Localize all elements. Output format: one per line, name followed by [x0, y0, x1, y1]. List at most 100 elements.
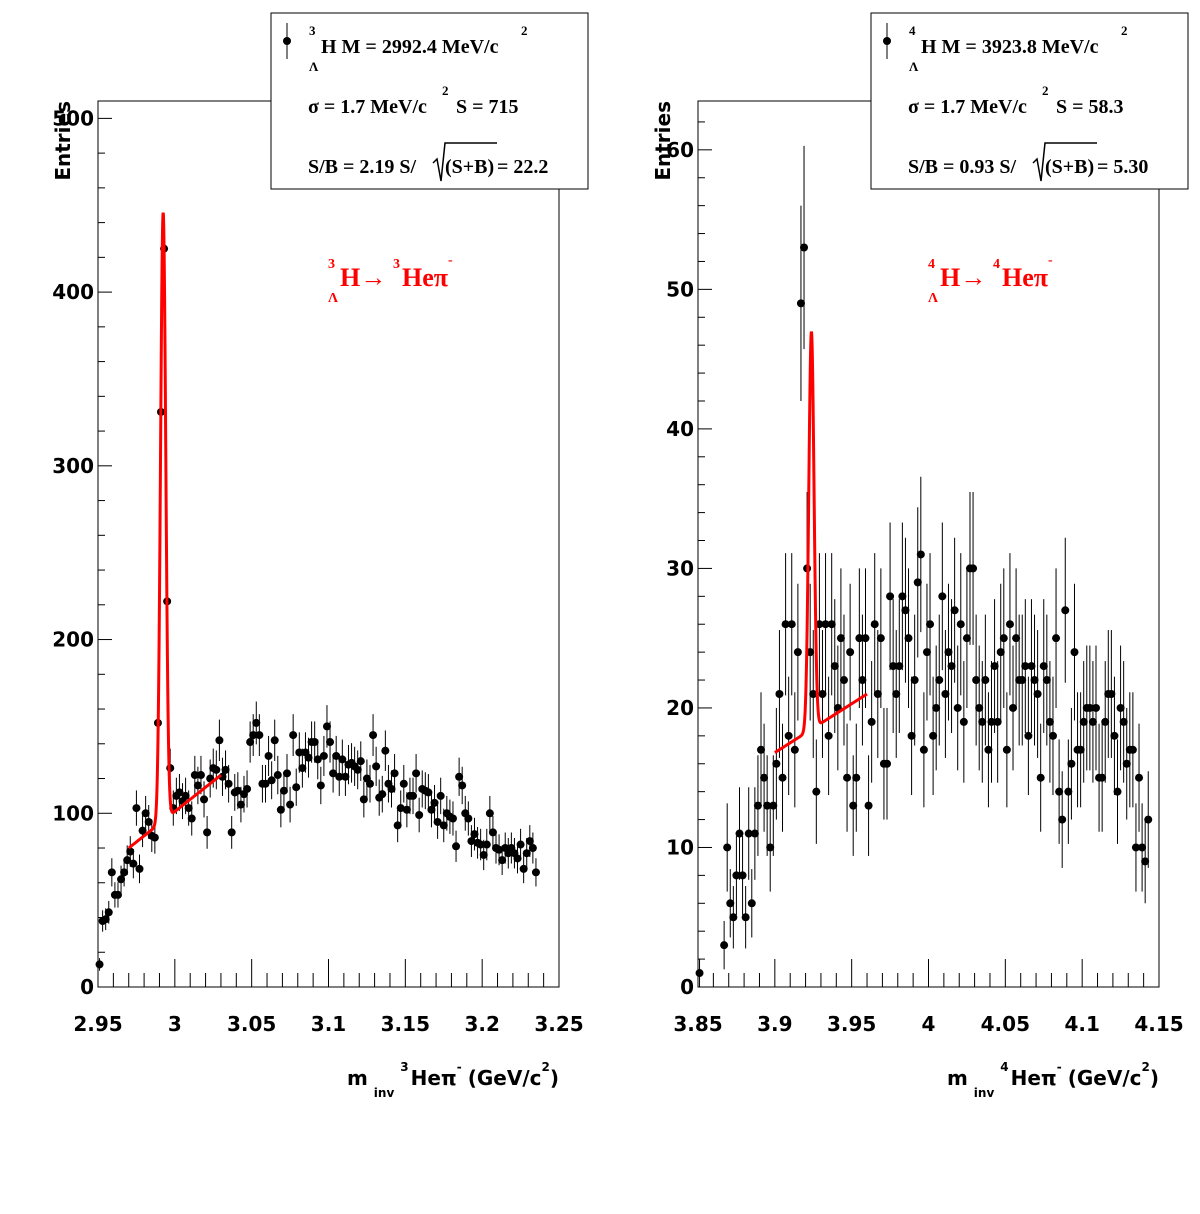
data-marker [221, 765, 230, 774]
annotation-daughter: Heπ [402, 263, 448, 292]
data-point [104, 900, 113, 924]
data-point [932, 645, 941, 771]
data-marker [950, 606, 959, 615]
data-marker [1088, 717, 1097, 726]
data-point [784, 676, 793, 796]
data-marker [495, 845, 504, 854]
data-point [246, 721, 255, 763]
data-point [935, 614, 944, 746]
legend-mass: H M = 2992.4 MeV/c [321, 36, 499, 58]
data-marker [310, 738, 319, 747]
data-marker [732, 871, 741, 880]
data-point [1067, 707, 1076, 820]
data-point [1144, 771, 1153, 868]
legend-signal: S = 58.3 [1056, 96, 1124, 118]
data-marker [439, 821, 448, 830]
data-marker [246, 738, 255, 747]
data-marker [101, 915, 110, 924]
data-marker [427, 805, 436, 814]
legend-sigma: σ = 1.7 MeV/c [308, 96, 427, 118]
y-tick-label: 50 [666, 277, 694, 301]
data-marker [876, 634, 885, 643]
data-point [365, 764, 374, 803]
data-point [695, 959, 704, 987]
data-point [987, 661, 996, 783]
data-marker [181, 791, 190, 800]
data-marker [898, 592, 907, 601]
data-marker [126, 847, 135, 856]
data-point [107, 858, 116, 887]
data-point [729, 886, 738, 949]
data-marker [470, 830, 479, 839]
data-marker [1091, 703, 1100, 712]
legend-mass-number: 4 [909, 23, 916, 38]
data-marker [760, 773, 769, 782]
data-marker [720, 941, 729, 950]
data-marker [132, 804, 141, 813]
data-marker [396, 804, 405, 813]
data-marker [910, 676, 919, 685]
data-point [778, 723, 787, 832]
data-point [332, 735, 341, 776]
data-marker [516, 840, 525, 849]
data-marker [962, 634, 971, 643]
x-tick-label: 3.1 [311, 1012, 346, 1036]
data-marker [824, 731, 833, 740]
data-point [772, 707, 781, 820]
data-marker [800, 243, 809, 252]
legend-mass-exp: 2 [1121, 23, 1128, 38]
data-marker [187, 814, 196, 823]
data-marker [335, 772, 344, 781]
data-point [353, 750, 362, 790]
data-marker [772, 759, 781, 768]
data-point [135, 854, 144, 884]
data-point [984, 692, 993, 808]
data-point [830, 599, 839, 734]
data-marker [402, 805, 411, 814]
y-tick-label: 20 [666, 696, 694, 720]
data-point [1131, 803, 1140, 892]
data-marker [1098, 773, 1107, 782]
data-marker [190, 771, 199, 780]
data-marker [381, 746, 390, 755]
data-point [793, 583, 802, 721]
data-point [528, 832, 537, 864]
data-point [787, 553, 796, 696]
data-marker [359, 795, 368, 804]
data-marker [1076, 745, 1085, 754]
legend-mass: H M = 3923.8 MeV/c [921, 36, 1099, 58]
data-marker [1079, 717, 1088, 726]
data-point [738, 835, 747, 915]
data-marker [738, 871, 747, 880]
chart-panel-2: 3.85 3.9 3.95 4 4.05 4.1 4.15 0 10 20 30 40 50 60Entr… [651, 12, 1189, 1100]
data-point [1036, 723, 1045, 832]
data-marker [1122, 759, 1131, 768]
data-marker [901, 606, 910, 615]
data-marker [1101, 717, 1110, 726]
data-marker [200, 795, 209, 804]
data-marker [984, 745, 993, 754]
data-point [390, 754, 399, 793]
decay-annotation: 3ΛH→ 3 Heπ- [328, 253, 453, 306]
data-marker [1055, 787, 1064, 796]
data-point [1061, 537, 1070, 683]
data-marker [843, 773, 852, 782]
data-point [488, 815, 497, 849]
data-point [212, 750, 221, 790]
data-point [901, 537, 910, 683]
data-marker [861, 634, 870, 643]
data-marker [1119, 717, 1128, 726]
data-point [827, 553, 836, 696]
data-marker [812, 787, 821, 796]
data-marker [969, 564, 978, 573]
data-marker [1009, 703, 1018, 712]
data-marker [289, 731, 298, 740]
data-marker [283, 769, 292, 778]
data-marker [729, 913, 738, 922]
data-point [292, 768, 301, 806]
data-marker [753, 801, 762, 810]
data-point [993, 661, 1002, 783]
data-point [261, 764, 270, 803]
data-marker [1027, 662, 1036, 671]
data-marker [482, 840, 491, 849]
